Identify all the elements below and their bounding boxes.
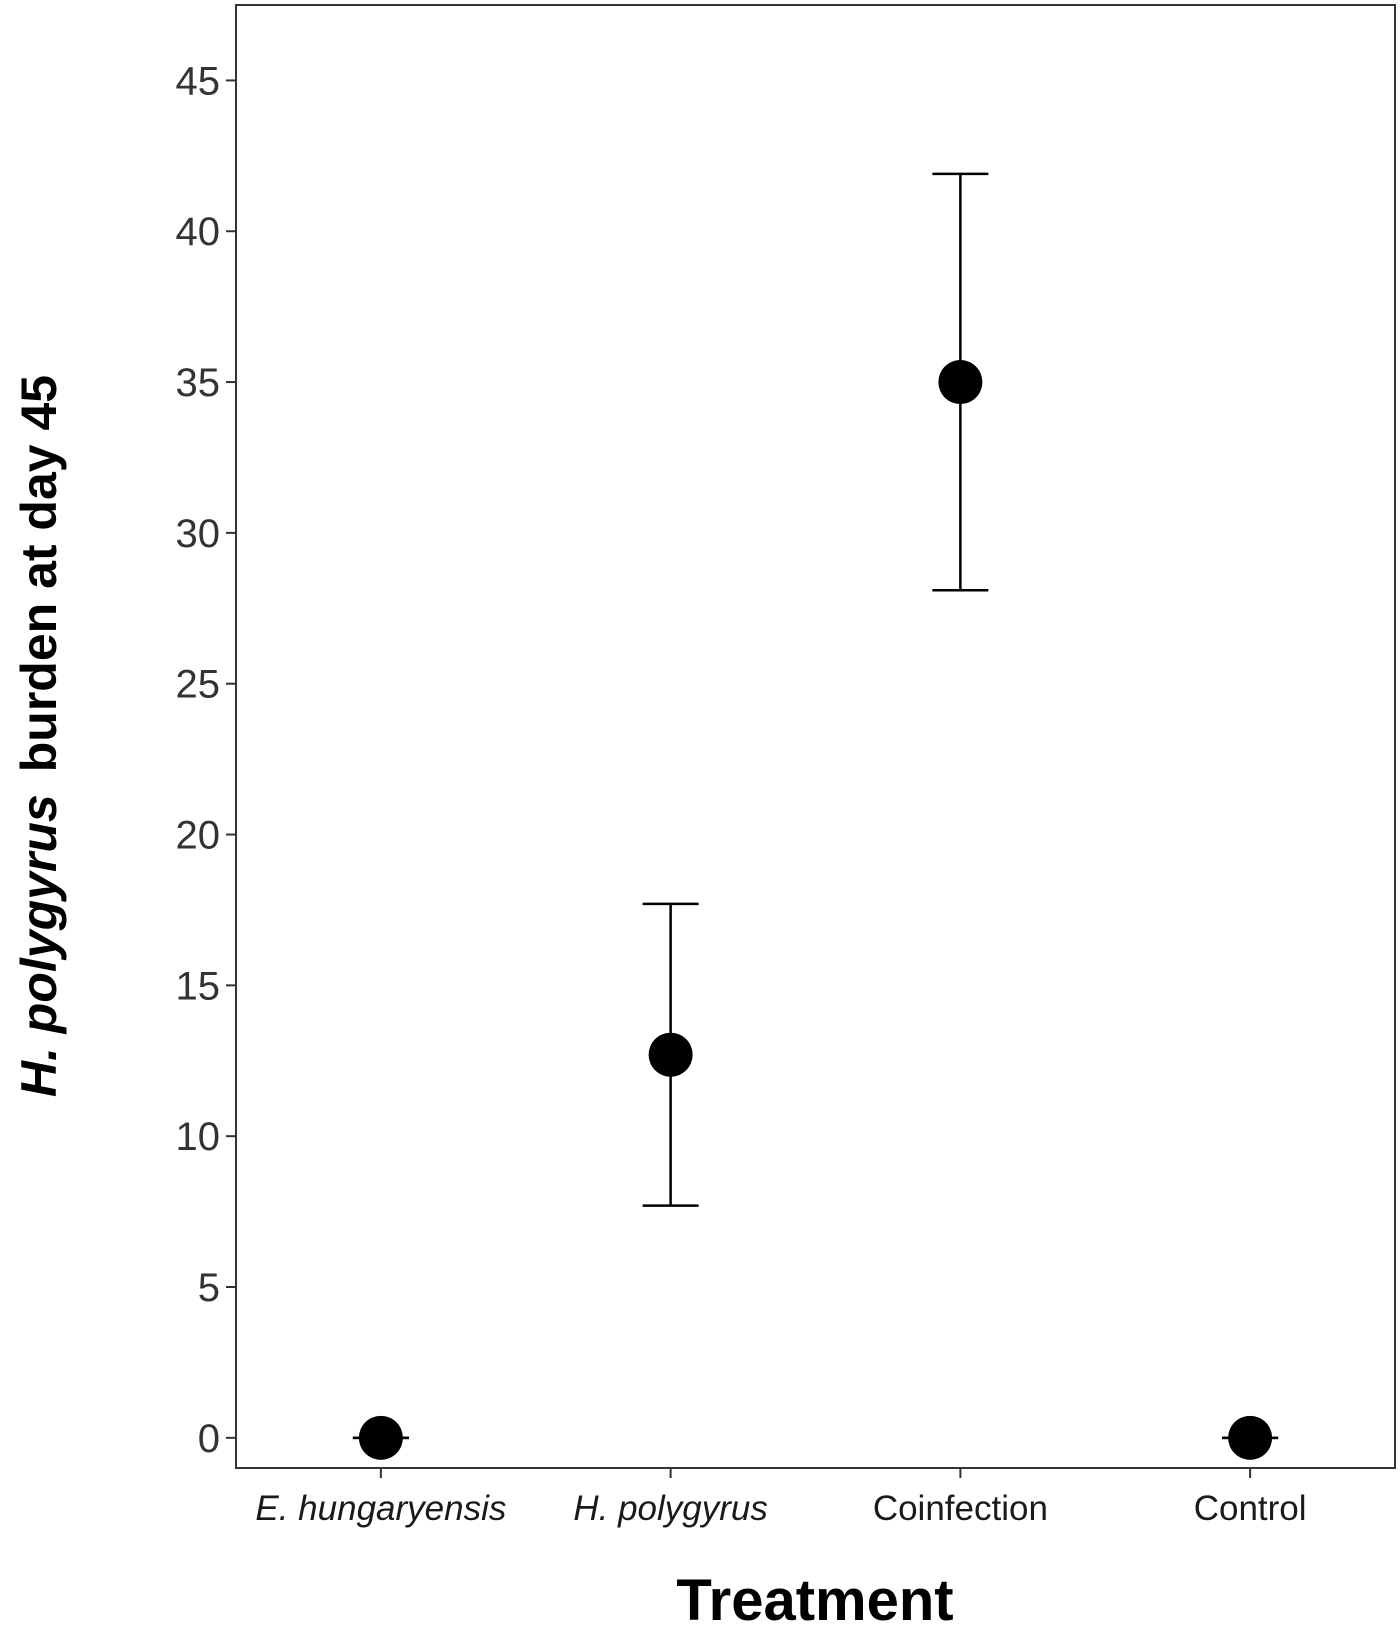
data-point-group: [1222, 1415, 1279, 1460]
data-point: [1228, 1415, 1273, 1460]
y-tick-label: 0: [198, 1417, 220, 1461]
y-tick-label: 25: [176, 663, 221, 707]
y-tick-label: 10: [176, 1115, 221, 1159]
y-tick-label: 15: [176, 964, 221, 1008]
y-tick-label: 5: [198, 1266, 220, 1310]
y-tick-label: 35: [176, 361, 221, 405]
data-point: [648, 1032, 693, 1077]
y-tick-label: 30: [176, 512, 221, 556]
y-axis-title: H. polygyrus burden at day 45: [11, 375, 67, 1097]
data-point-group: [352, 1415, 409, 1460]
data-point: [358, 1415, 403, 1460]
y-tick-label: 40: [176, 210, 221, 254]
y-axis-title-rest: burden at day 45: [11, 375, 67, 772]
data-point-group: [932, 172, 989, 592]
x-tick-label: E. hungaryensis: [255, 1489, 506, 1528]
x-axis: E. hungaryensis H. polygyrus Coinfection Co…: [255, 1468, 1307, 1528]
x-tick-label: Coinfection: [873, 1489, 1048, 1528]
data-point: [938, 360, 983, 405]
y-axis-title-italic: H. polygyrus: [11, 794, 67, 1097]
y-tick-label: 45: [176, 59, 221, 103]
y-tick-label: 20: [176, 814, 221, 858]
plot-panel: [235, 4, 1396, 1469]
y-axis: 0 5 10 15 20 25 30 35 40 45: [176, 59, 236, 1461]
data-layer: [352, 172, 1279, 1460]
x-tick-label: H. polygyrus: [573, 1489, 768, 1528]
data-point-group: [642, 902, 699, 1207]
x-axis-title: Treatment: [676, 1568, 953, 1633]
x-tick-label: Control: [1194, 1489, 1307, 1528]
